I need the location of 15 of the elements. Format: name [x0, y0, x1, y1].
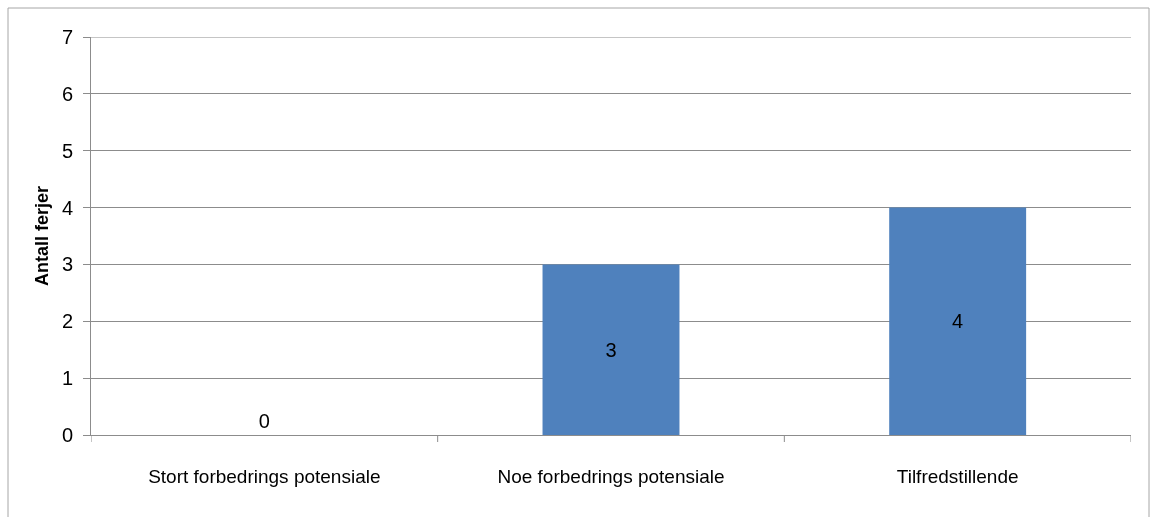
x-tick-label: Stort forbedrings potensiale — [148, 465, 381, 487]
y-tick-label: 7 — [61, 26, 73, 48]
y-tick-label: 4 — [61, 196, 73, 219]
data-label: 0 — [258, 410, 270, 432]
y-axis-title: Antall ferjer — [32, 185, 53, 287]
y-tick-label: 0 — [61, 424, 73, 446]
y-tick-label: 6 — [61, 82, 73, 105]
y-tick-label: 3 — [61, 253, 73, 276]
y-tick-label: 2 — [61, 310, 73, 333]
x-tick-label: Noe forbedrings potensiale — [497, 465, 725, 487]
y-tick-label: 5 — [61, 139, 73, 162]
data-label: 4 — [952, 310, 964, 333]
x-tick-label: Tilfredstillende — [896, 465, 1019, 487]
data-label: 3 — [605, 338, 617, 361]
y-tick-label: 1 — [61, 367, 73, 390]
